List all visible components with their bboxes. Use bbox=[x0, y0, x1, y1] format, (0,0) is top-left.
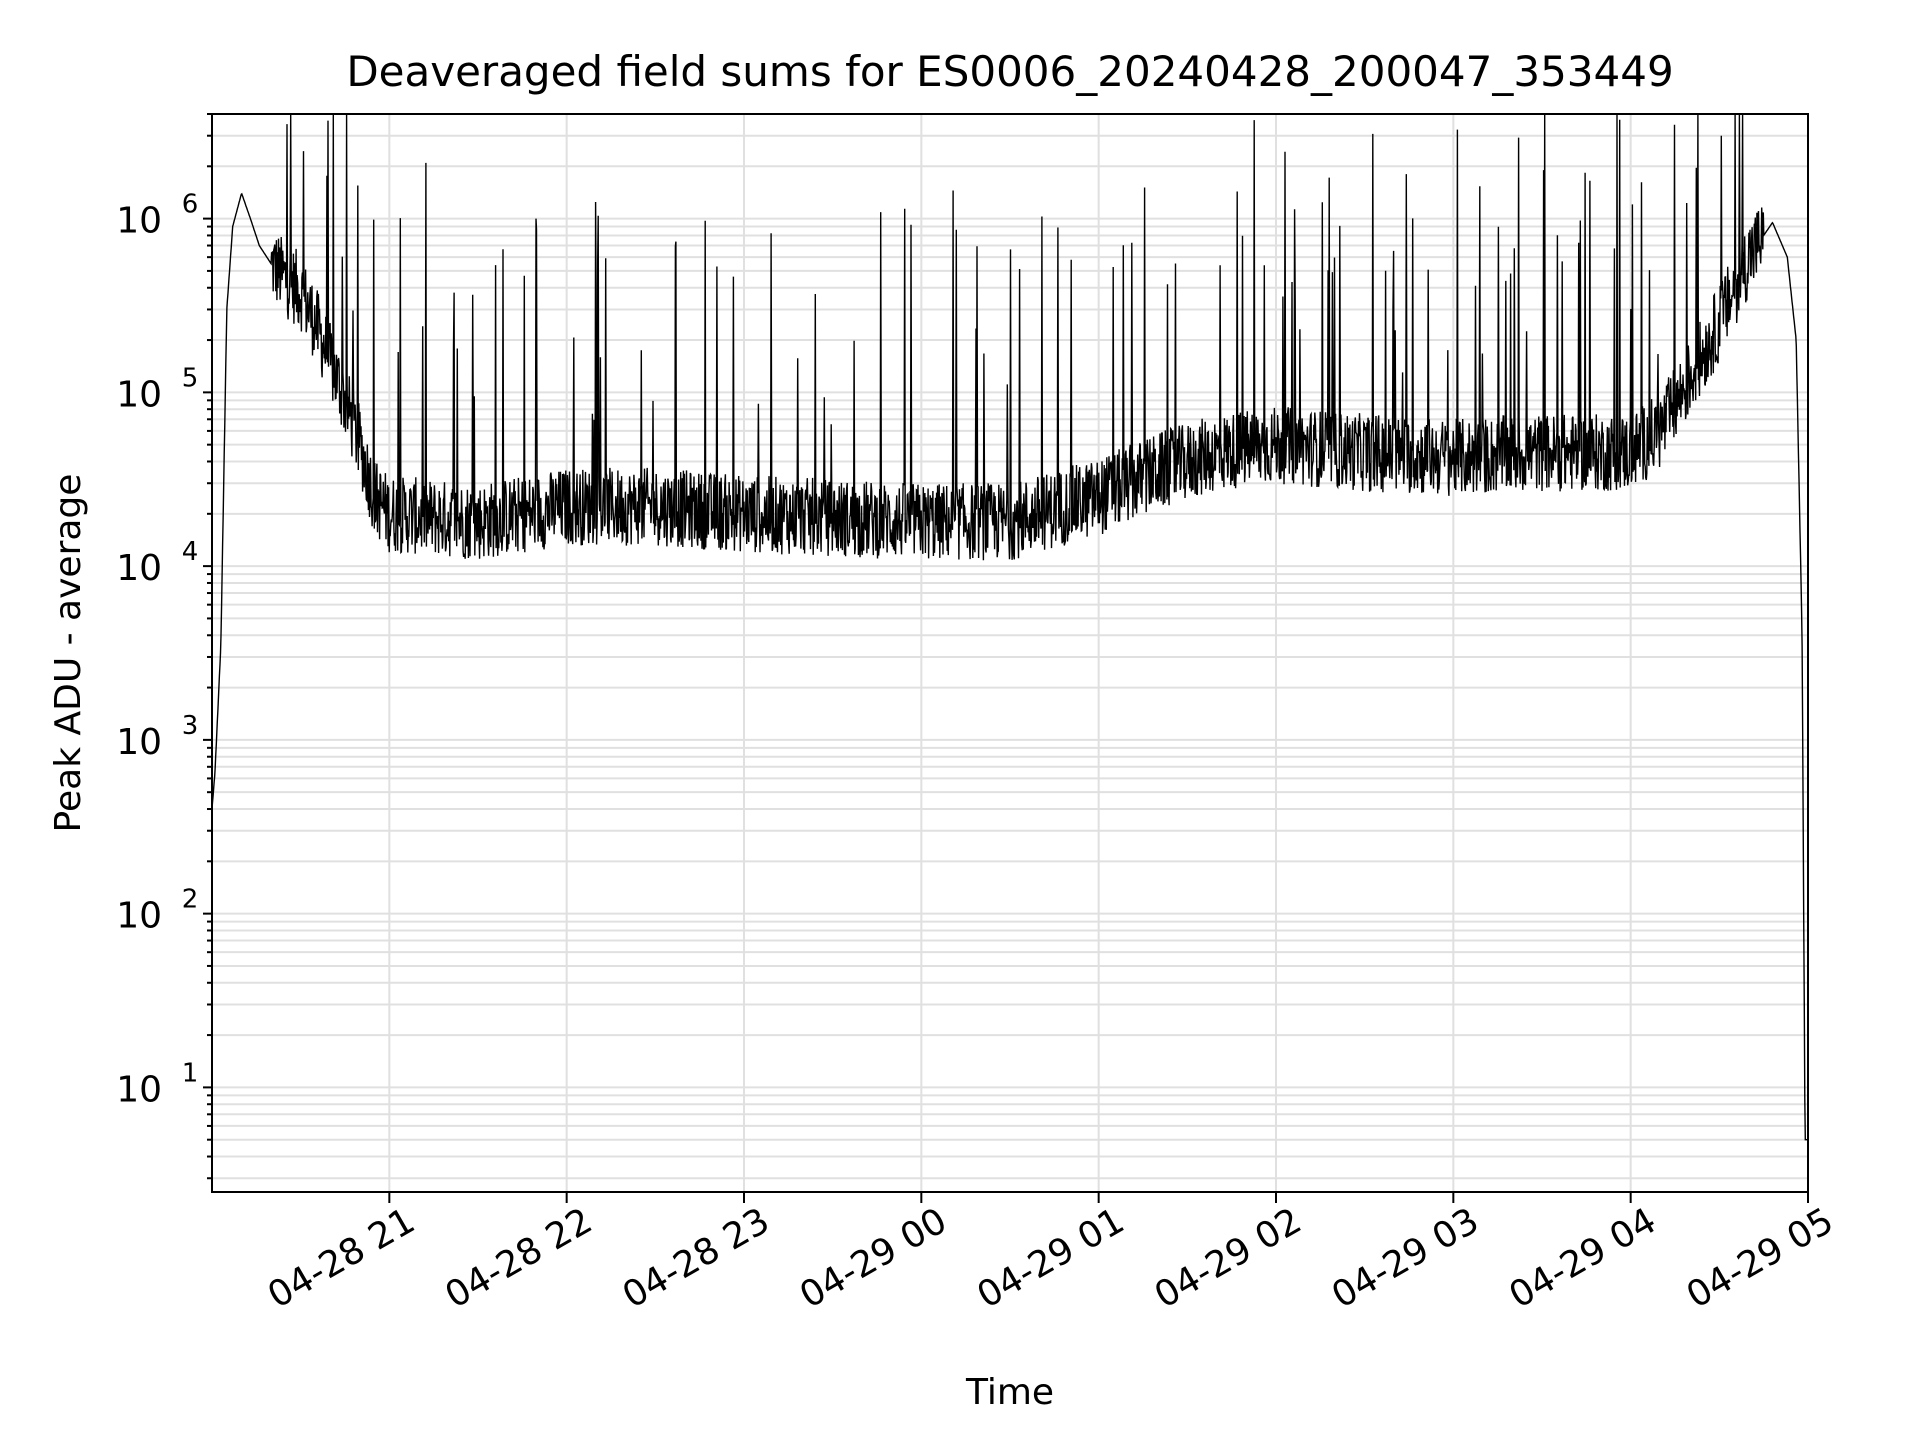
y-tick-exponent: 6 bbox=[182, 190, 199, 220]
y-tick-label: 10 bbox=[116, 722, 162, 763]
x-axis-label: Time bbox=[965, 1372, 1054, 1413]
chart-title: Deaveraged field sums for ES0006_2024042… bbox=[346, 47, 1673, 96]
plot-area-frame bbox=[211, 113, 1809, 1193]
x-tick-label: 04-29 04 bbox=[1502, 1200, 1663, 1316]
x-tick-label: 04-29 01 bbox=[970, 1200, 1131, 1316]
x-tick-label: 04-29 05 bbox=[1680, 1200, 1841, 1316]
series-layer bbox=[211, 113, 1808, 1141]
y-tick-exponent: 2 bbox=[182, 885, 199, 915]
y-axis-label: Peak ADU - average bbox=[48, 474, 89, 833]
x-tick-label: 04-29 03 bbox=[1325, 1200, 1486, 1316]
y-tick-exponent: 5 bbox=[182, 363, 199, 393]
y-tick-label: 10 bbox=[116, 1069, 162, 1110]
x-tick-label: 04-29 00 bbox=[793, 1200, 954, 1316]
y-tick-exponent: 3 bbox=[182, 711, 199, 741]
x-tick-label: 04-28 21 bbox=[261, 1200, 422, 1316]
y-tick-label: 10 bbox=[116, 374, 162, 415]
axis-ticks: 10 1 10 2 10 3 10 4 10 5 10 6 04-28 21 04-28 22 04-28 … bbox=[116, 113, 1841, 1317]
y-tick-exponent: 1 bbox=[182, 1058, 199, 1088]
x-tick-label: 04-28 22 bbox=[438, 1200, 599, 1316]
x-tick-label: 04-29 02 bbox=[1148, 1200, 1309, 1316]
y-tick-label: 10 bbox=[116, 201, 162, 242]
y-tick-label: 10 bbox=[116, 896, 162, 937]
y-tick-exponent: 4 bbox=[182, 537, 199, 567]
series-line bbox=[211, 113, 1808, 1141]
x-tick-label: 04-28 23 bbox=[616, 1200, 777, 1316]
y-tick-label: 10 bbox=[116, 548, 162, 589]
